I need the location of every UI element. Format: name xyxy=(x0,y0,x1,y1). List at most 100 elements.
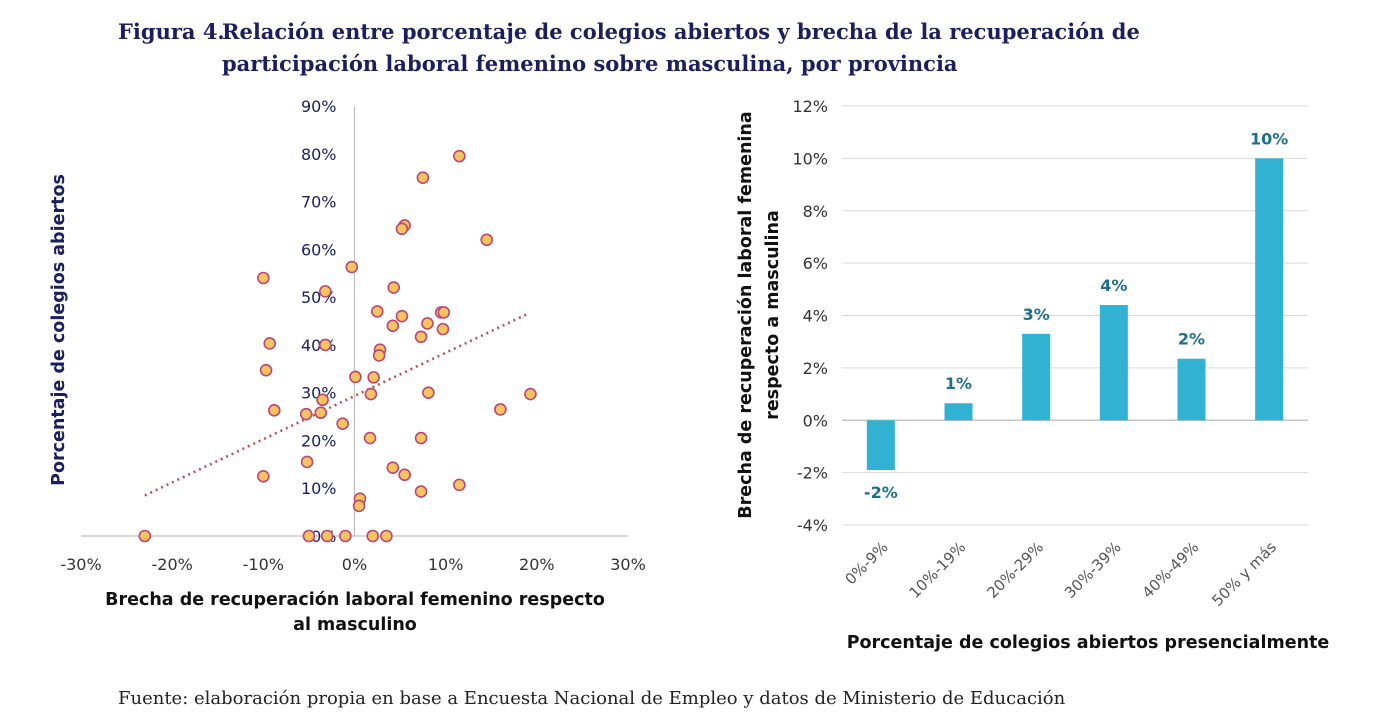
x-tick-label: 0% xyxy=(342,555,367,574)
x-tick-label: 20%-29% xyxy=(983,538,1047,602)
x-tick-label: 10% xyxy=(428,555,464,574)
scatter-point xyxy=(339,529,352,543)
bar xyxy=(1177,358,1206,421)
source-label: Fuente: xyxy=(118,688,189,709)
bar xyxy=(1099,305,1128,421)
y-axis-title-line-2: respecto a masculina xyxy=(763,210,783,420)
y-tick-label: 80% xyxy=(301,145,337,164)
x-tick-label: 50% y más xyxy=(1208,538,1280,610)
scatter-point xyxy=(421,317,434,330)
scatter-point xyxy=(319,285,332,298)
x-tick-label: -20% xyxy=(151,555,192,574)
x-axis-title-line-1: Brecha de recuperación laboral femenino … xyxy=(105,590,605,610)
scatter-point xyxy=(414,485,428,498)
y-tick-label: -4% xyxy=(797,516,828,535)
x-tick-label: -10% xyxy=(243,555,284,574)
scatter-point xyxy=(436,322,450,336)
scatter-point xyxy=(319,338,332,352)
scatter-point xyxy=(494,403,507,416)
y-tick-label: 8% xyxy=(803,202,828,221)
bar-chart: -4% -2% 0% 2% 4% 6% 8% 10% 12% -2% 0%-9% 1% 10%-19% 3… xyxy=(736,97,1330,653)
scatter-point xyxy=(386,319,400,333)
x-tick-label: 10%-19% xyxy=(906,538,970,602)
scatter-point xyxy=(345,260,359,274)
scatter-point xyxy=(387,281,401,294)
trendline xyxy=(144,312,529,497)
scatter-point xyxy=(366,529,380,543)
scatter-point xyxy=(257,469,270,483)
x-tick-label: 30% xyxy=(610,555,646,574)
y-tick-label: 70% xyxy=(301,193,337,212)
bar-data-label: 2% xyxy=(1178,330,1205,349)
y-tick-label: 4% xyxy=(803,307,828,326)
bar-data-label: -2% xyxy=(864,483,898,502)
scatter-point xyxy=(416,171,430,184)
scatter-point xyxy=(395,309,409,323)
scatter-point xyxy=(364,387,378,401)
x-tick-label: 40%-49% xyxy=(1139,538,1203,602)
scatter-point xyxy=(386,461,400,474)
x-tick-label: 0%-9% xyxy=(841,538,891,588)
bar xyxy=(866,420,895,471)
scatter-point xyxy=(422,386,435,399)
scatter-point xyxy=(336,417,349,431)
y-tick-label: 0% xyxy=(803,411,828,430)
y-tick-label: 90% xyxy=(301,97,337,116)
scatter-point xyxy=(363,431,377,445)
bar-data-label: 4% xyxy=(1100,276,1127,295)
bar-data-label: 3% xyxy=(1023,305,1050,324)
source-note: Fuente: elaboración propia en base a Enc… xyxy=(118,688,1065,709)
scatter-point xyxy=(349,370,362,384)
figure-title-line-2: participación laboral femenino sobre mas… xyxy=(222,51,958,76)
scatter-point xyxy=(414,330,428,344)
figure-title-line-1: Relación entre porcentaje de colegios ab… xyxy=(222,19,1140,44)
source-text: elaboración propia en base a Encuesta Na… xyxy=(188,688,1066,709)
y-tick-label: -2% xyxy=(797,464,828,483)
scatter-chart: -30%-20%-10%0%10%20%30%0%10%20%30%40%50%… xyxy=(49,97,646,635)
bar-data-label: 1% xyxy=(945,374,972,393)
scatter-point xyxy=(316,393,329,407)
bar xyxy=(944,403,973,421)
scatter-point xyxy=(138,529,152,543)
scatter-point xyxy=(314,406,328,420)
scatter-point xyxy=(480,233,493,247)
scatter-point xyxy=(437,306,451,319)
y-tick-label: 2% xyxy=(803,359,828,378)
y-axis-title-line-1: Brecha de recuperación laboral femenina xyxy=(736,111,756,518)
x-axis-title: Porcentaje de colegios abiertos presenci… xyxy=(847,633,1330,653)
y-tick-label: 6% xyxy=(803,254,828,273)
y-axis-title: Porcentaje de colegios abiertos xyxy=(49,174,69,486)
scatter-point xyxy=(257,271,270,285)
scatter-point xyxy=(370,305,384,318)
bar xyxy=(1022,333,1051,421)
scatter-point xyxy=(414,431,428,445)
scatter-point xyxy=(372,349,386,362)
scatter-point xyxy=(453,149,466,163)
scatter-point xyxy=(267,404,281,417)
y-tick-label: 20% xyxy=(301,431,337,450)
scatter-point xyxy=(263,337,277,350)
x-tick-label: 20% xyxy=(519,555,555,574)
x-tick-label: -30% xyxy=(60,555,101,574)
scatter-point xyxy=(259,363,273,377)
scatter-point xyxy=(367,371,380,384)
scatter-point xyxy=(300,455,314,469)
figure-label: Figura 4. xyxy=(118,19,225,44)
scatter-point xyxy=(395,222,409,236)
y-tick-label: 10% xyxy=(792,149,828,168)
scatter-point xyxy=(524,387,537,401)
y-tick-label: 12% xyxy=(792,97,828,116)
scatter-point xyxy=(453,478,466,492)
y-tick-label: 10% xyxy=(301,479,337,498)
scatter-point xyxy=(302,529,316,543)
bar xyxy=(1255,158,1284,421)
scatter-point xyxy=(398,468,411,482)
y-tick-label: 60% xyxy=(301,240,337,259)
scatter-point xyxy=(320,529,334,543)
x-axis-title-line-2: al masculino xyxy=(293,615,417,635)
scatter-point xyxy=(352,499,366,513)
scatter-point xyxy=(299,407,313,421)
x-tick-label: 30%-39% xyxy=(1061,538,1125,602)
bar-data-label: 10% xyxy=(1250,129,1288,148)
scatter-point xyxy=(380,529,393,543)
